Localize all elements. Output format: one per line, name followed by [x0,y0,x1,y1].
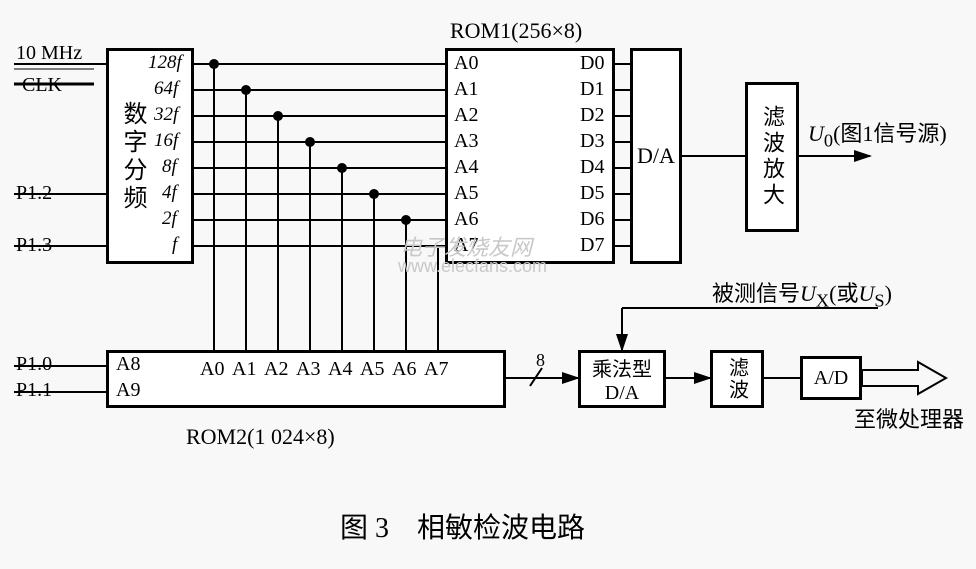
filter-amp-block: 滤波放大 [745,82,799,232]
rom2-a3: A3 [296,358,320,381]
rom1-a3: A3 [454,130,478,153]
label-p12: P1.2 [16,182,52,205]
mult-da-top: 乘法型 [592,353,652,382]
rom1-a4: A4 [454,156,478,179]
rom2-a4: A4 [328,358,352,381]
da1-label: D/A [637,143,675,169]
ux-pre: 被测信号 [712,281,800,306]
ux-label: 被测信号UX(或US) [712,276,892,311]
div-out-1: 64f [154,78,178,100]
rom2-a6: A6 [392,358,416,381]
rom2-a2: A2 [264,358,288,381]
rom1-a5: A5 [454,182,478,205]
ad-block: A/D [800,356,862,400]
rom2-a0: A0 [200,358,224,381]
us-tail: ) [885,281,892,306]
to-cpu-label: 至微处理器 [854,402,964,434]
u0-symbol: U [808,121,824,146]
mult-da-bot: D/A [605,382,639,405]
rom1-d3: D3 [580,130,604,153]
rom1-d0: D0 [580,52,604,75]
div-out-5: 4f [162,182,177,204]
divider-label: 数字分频 [115,101,150,213]
rom2-title: ROM2(1 024×8) [186,424,335,450]
ux-symbol: U [800,281,816,306]
rom2-a7: A7 [424,358,448,381]
u0-tail: (图1信号源) [833,121,947,146]
label-clk: CLK [22,74,62,97]
digital-divider-block: 数字分频 [106,48,194,264]
label-p11: P1.1 [16,379,52,402]
u0-sub: 0 [824,130,833,150]
us-symbol: U [858,281,874,306]
div-out-3: 16f [154,130,178,152]
rom1-d5: D5 [580,182,604,205]
rom2-a1: A1 [232,358,256,381]
phase-sensitive-detector-diagram: 10 MHz CLK P1.2 P1.3 P1.0 P1.1 数字分频 128f… [0,0,976,569]
div-out-6: 2f [162,208,177,230]
da1-block: D/A [630,48,682,264]
div-out-4: 8f [162,156,177,178]
u0-label: U0(图1信号源) [808,116,947,151]
watermark-line2: www.elecfans.com [398,256,547,277]
rom2-a9: A9 [116,379,140,402]
rom1-d2: D2 [580,104,604,127]
figure-title: 图 3 相敏检波电路 [340,506,585,546]
rom1-a6: A6 [454,208,478,231]
label-p13: P1.3 [16,234,52,257]
ux-tail: (或 [829,281,858,306]
filter-amp-label: 滤波放大 [756,105,788,209]
div-out-0: 128f [148,52,182,74]
rom1-d6: D6 [580,208,604,231]
rom2-a8: A8 [116,353,140,376]
ad-label: A/D [814,367,848,390]
rom1-a2: A2 [454,104,478,127]
mult-da-block: 乘法型 D/A [578,350,666,408]
rom1-d7: D7 [580,234,604,257]
us-sub: S [874,290,884,310]
filter2-block: 滤波 [710,350,764,408]
rom1-a0: A0 [454,52,478,75]
rom2-buswidth: 8 [536,350,545,371]
rom1-a1: A1 [454,78,478,101]
div-out-2: 32f [154,104,178,126]
rom2-a5: A5 [360,358,384,381]
div-out-7: f [172,234,177,256]
label-p10: P1.0 [16,353,52,376]
ux-sub: X [816,290,829,310]
rom1-title: ROM1(256×8) [450,18,582,44]
label-10mhz: 10 MHz [16,42,82,65]
rom1-d4: D4 [580,156,604,179]
rom1-d1: D1 [580,78,604,101]
filter2-label: 滤波 [723,357,752,401]
